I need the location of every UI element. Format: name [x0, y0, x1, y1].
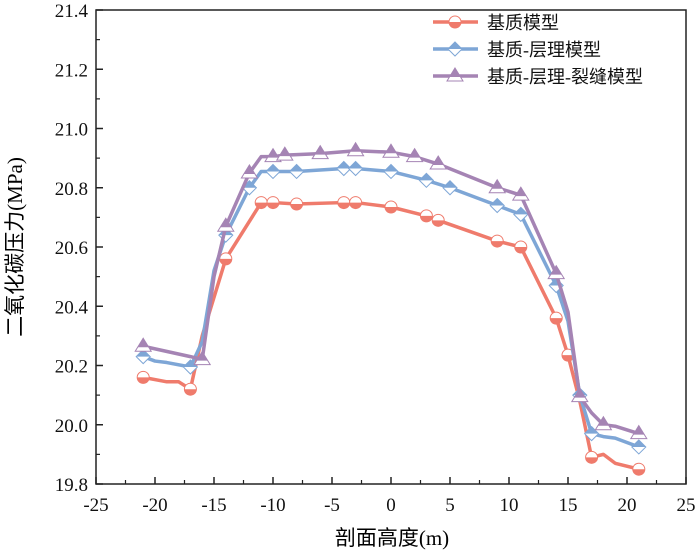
y-tick-label: 21.4	[55, 1, 89, 22]
data-point-1-fill	[266, 164, 280, 172]
legend-label-2: 基质-层理-裂缝模型	[487, 67, 643, 87]
data-point-2-fill	[196, 351, 208, 361]
data-point-1-fill	[289, 164, 304, 172]
data-point-1-fill	[631, 439, 646, 447]
x-tick-label: 10	[500, 495, 519, 516]
data-point-2-fill	[314, 145, 326, 155]
data-point-1-fill	[336, 161, 351, 169]
data-point-1-fill	[419, 173, 434, 181]
x-axis-label: 剖面高度(m)	[335, 526, 449, 550]
y-tick-label: 20.0	[55, 416, 88, 437]
data-point-0-fill	[255, 202, 268, 209]
data-point-0-fill	[267, 202, 279, 209]
data-point-0-fill	[491, 241, 504, 248]
data-point-0-fill	[562, 355, 574, 362]
data-point-0-fill	[219, 258, 232, 265]
data-point-2-fill	[220, 218, 232, 228]
legend-marker-0-fill	[449, 22, 461, 28]
data-point-1-fill	[348, 161, 363, 169]
data-point-1-fill	[183, 359, 198, 367]
data-point-1-fill	[136, 349, 151, 357]
x-tick-label: -15	[201, 495, 226, 516]
x-tick-label: -10	[260, 495, 285, 516]
x-tick-label: -25	[83, 495, 108, 516]
y-tick-label: 21.0	[55, 120, 88, 141]
data-point-0-fill	[385, 207, 397, 214]
data-point-2-fill	[279, 147, 291, 157]
y-tick-label: 21.2	[55, 60, 88, 81]
data-point-2-fill	[633, 425, 645, 435]
y-axis-label: 二氧化碳压力(MPa)	[3, 157, 27, 337]
legend-marker-2-fill	[449, 68, 461, 77]
data-point-1-fill	[443, 180, 457, 188]
x-tick-label: -5	[324, 495, 340, 516]
data-point-1-fill	[490, 198, 505, 206]
x-tick-label: 20	[618, 495, 637, 516]
data-point-2-fill	[597, 416, 609, 426]
legend-label-0: 基质模型	[487, 13, 559, 33]
y-tick-label: 20.8	[55, 179, 88, 200]
x-tick-label: -20	[142, 495, 167, 516]
x-tick-label: 5	[445, 495, 455, 516]
x-tick-label: 25	[677, 495, 696, 516]
data-point-2-fill	[574, 388, 586, 398]
legend-label-1: 基质-层理模型	[487, 40, 601, 60]
y-tick-label: 19.8	[55, 475, 88, 496]
data-point-0-fill	[514, 247, 527, 253]
data-point-2-fill	[550, 265, 562, 275]
x-tick-label: 0	[386, 495, 396, 516]
data-point-0-fill	[290, 204, 303, 211]
data-point-1-fill	[384, 164, 398, 172]
y-tick-label: 20.6	[55, 238, 88, 259]
data-point-0-fill	[585, 457, 598, 464]
data-point-2-fill	[137, 338, 149, 348]
x-tick-label: 15	[559, 495, 578, 516]
data-point-0-fill	[432, 220, 445, 227]
data-point-0-fill	[184, 389, 197, 396]
data-point-1-fill	[584, 426, 599, 434]
data-point-0-fill	[420, 215, 433, 222]
series-line-0	[142, 200, 640, 471]
data-point-0-fill	[137, 377, 150, 384]
data-point-0-fill	[349, 202, 362, 209]
data-point-2-fill	[385, 144, 397, 154]
series-line-2	[142, 148, 640, 436]
y-tick-label: 20.4	[55, 297, 89, 318]
data-point-2-fill	[350, 142, 362, 152]
y-tick-label: 20.2	[55, 357, 88, 378]
data-point-0-fill	[632, 469, 645, 476]
data-point-0-fill	[550, 318, 563, 325]
data-point-2-fill	[243, 164, 255, 174]
data-point-2-fill	[267, 148, 279, 158]
data-point-2-fill	[432, 156, 444, 166]
data-point-0-fill	[337, 202, 350, 209]
data-point-2-fill	[409, 148, 421, 158]
legend-marker-1-fill	[448, 42, 462, 49]
data-point-2-fill	[515, 187, 527, 197]
data-point-2-fill	[491, 179, 503, 189]
data-point-1-fill	[513, 207, 528, 215]
data-point-1-fill	[242, 180, 257, 188]
